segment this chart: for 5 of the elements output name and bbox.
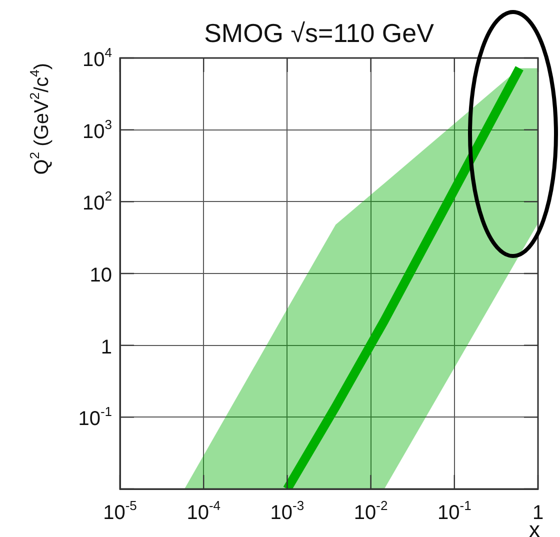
y-axis-title: Q2 (GeV2/c4) (27, 62, 53, 175)
chart-title: SMOG √s=110 GeV (204, 18, 435, 48)
y-tick-label: 10 (90, 264, 112, 286)
y-tick-label: 1 (100, 336, 112, 358)
x-tick-label: 1 (532, 502, 544, 524)
